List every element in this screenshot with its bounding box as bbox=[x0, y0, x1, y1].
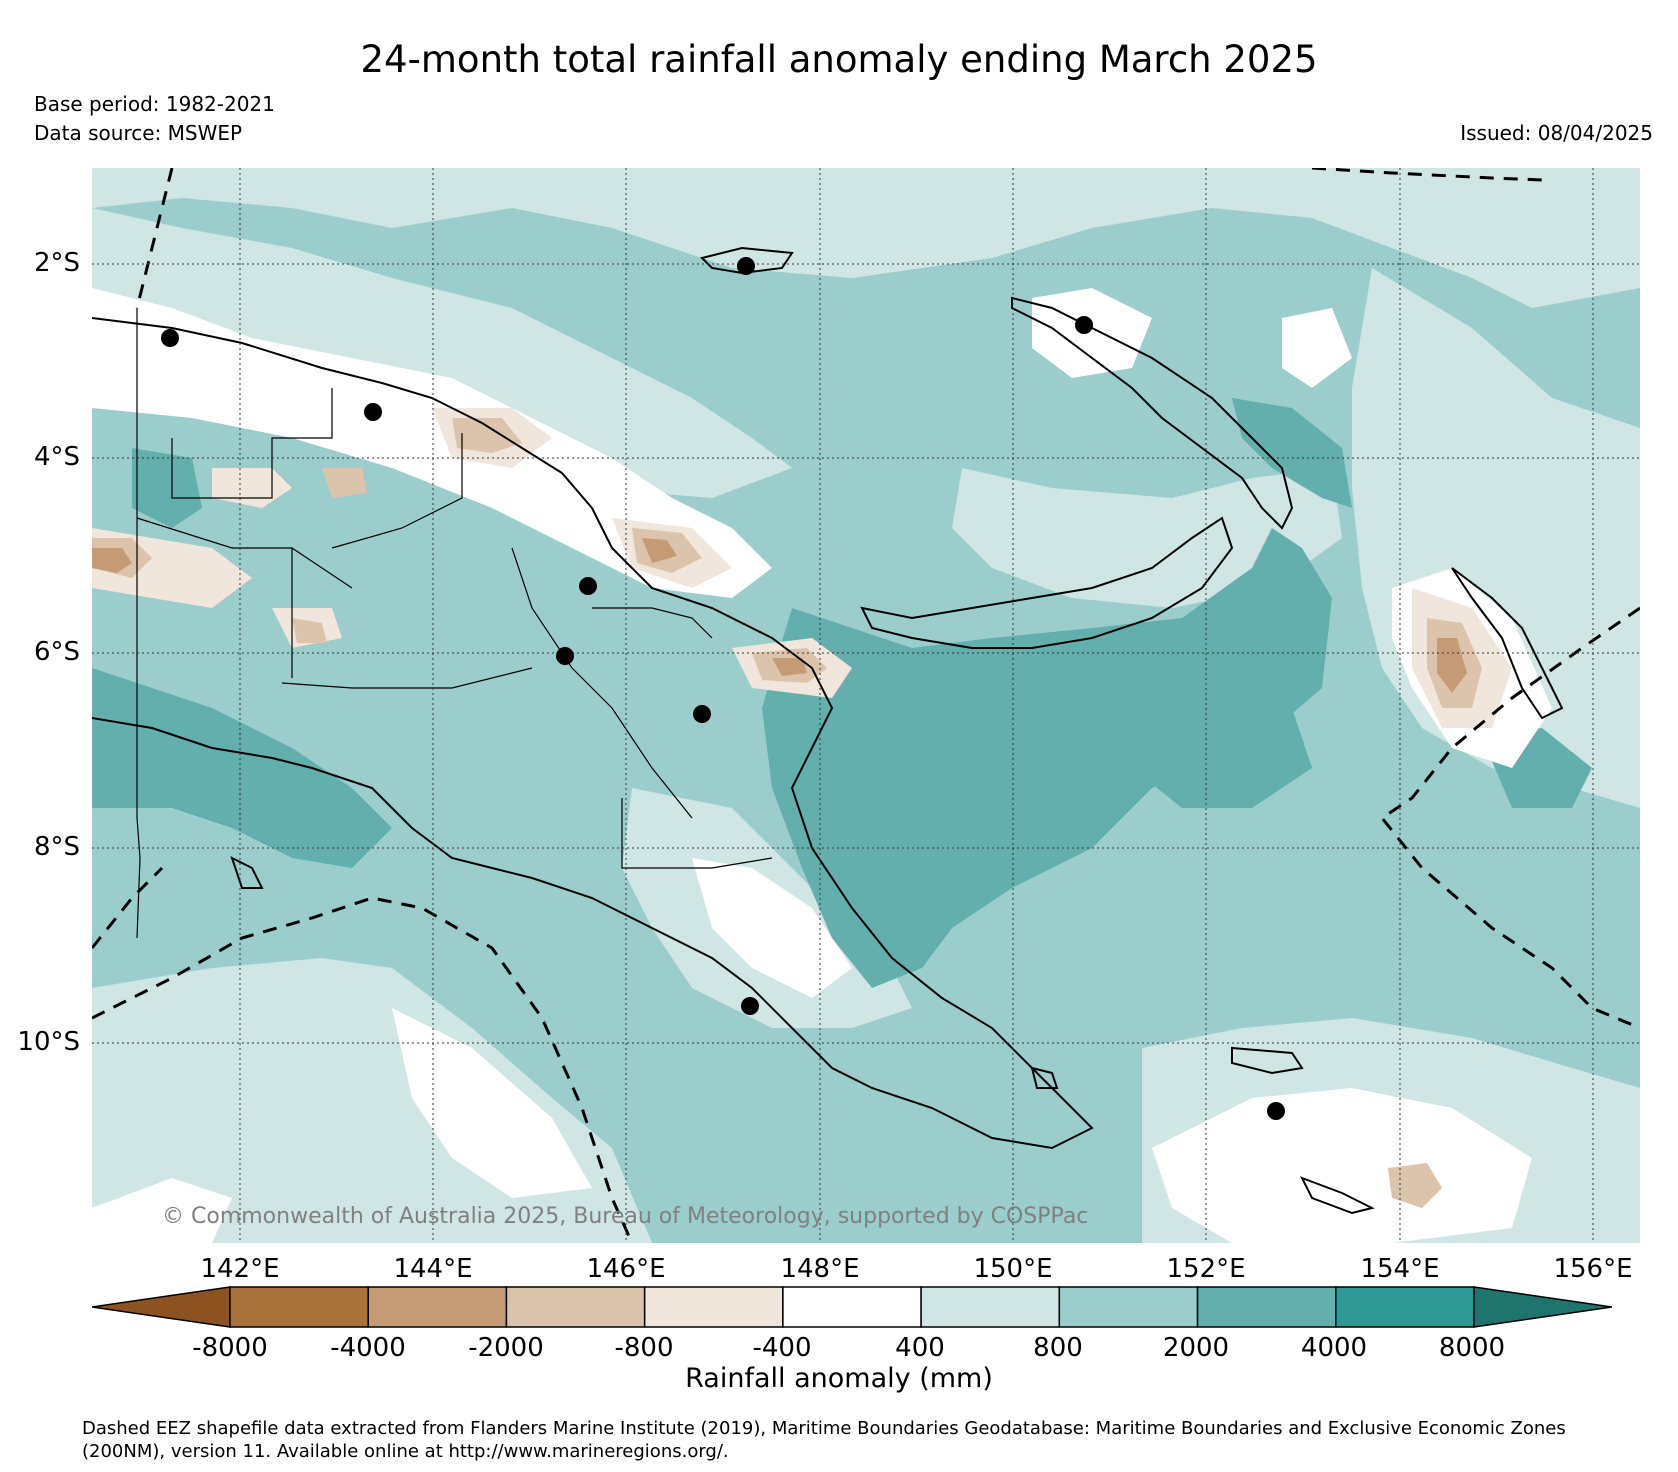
station-marker bbox=[556, 647, 574, 665]
colorbar-tick-label: 400 bbox=[895, 1333, 945, 1363]
station-marker bbox=[1075, 316, 1093, 334]
colorbar-tick-label: 800 bbox=[1033, 1333, 1083, 1363]
lon-label-148e: 148°E bbox=[780, 1254, 860, 1284]
station-marker bbox=[161, 329, 179, 347]
station-marker bbox=[579, 577, 597, 595]
colorbar-tick-label: 2000 bbox=[1162, 1333, 1230, 1363]
colorbar-bin bbox=[367, 1286, 508, 1328]
issued-date-label: Issued: 08/04/2025 bbox=[1460, 121, 1653, 145]
colorbar-bin bbox=[229, 1286, 369, 1328]
colorbar-bin bbox=[643, 1286, 784, 1328]
colorbar-tick-label: 4000 bbox=[1300, 1333, 1368, 1363]
lon-label-156e: 156°E bbox=[1553, 1254, 1633, 1284]
footnote-line-2: (200NM), version 11. Available online at… bbox=[82, 1441, 729, 1462]
anomaly-near-zero-regions bbox=[92, 288, 1552, 1243]
colorbar-tick-label: -2000 bbox=[468, 1333, 544, 1363]
colorbar-tick-label: -4000 bbox=[330, 1333, 406, 1363]
base-period-label: Base period: 1982-2021 bbox=[34, 92, 275, 116]
colorbar-bin bbox=[505, 1286, 646, 1328]
colorbar-bin bbox=[1058, 1286, 1199, 1328]
lon-label-150e: 150°E bbox=[973, 1254, 1053, 1284]
coastlines bbox=[92, 246, 1564, 1215]
colorbar-bin bbox=[92, 1286, 231, 1328]
data-source-label: Data source: MSWEP bbox=[34, 121, 243, 145]
colorbar-bin bbox=[1473, 1286, 1612, 1328]
copyright-notice: © Commonwealth of Australia 2025, Bureau… bbox=[162, 1204, 1089, 1229]
lon-label-146e: 146°E bbox=[586, 1254, 666, 1284]
colorbar-bin bbox=[1335, 1286, 1475, 1328]
lat-label-10s: 10°S bbox=[17, 1027, 80, 1057]
colorbar-tick-label: 8000 bbox=[1438, 1333, 1506, 1363]
lat-label-6s: 6°S bbox=[33, 637, 80, 667]
lat-label-4s: 4°S bbox=[33, 442, 80, 472]
lat-label-2s: 2°S bbox=[33, 248, 80, 278]
chart-title: 24-month total rainfall anomaly ending M… bbox=[360, 38, 1318, 81]
colorbar-bin bbox=[782, 1286, 922, 1328]
rainfall-anomaly-map bbox=[92, 168, 1640, 1243]
colorbar-tick-label: -800 bbox=[614, 1333, 674, 1363]
station-markers bbox=[161, 257, 1285, 1120]
graticule bbox=[92, 168, 1640, 1243]
station-marker bbox=[741, 997, 759, 1015]
station-marker bbox=[693, 705, 711, 723]
colorbar-tick-label: -400 bbox=[752, 1333, 812, 1363]
colorbar-tick-label: -8000 bbox=[192, 1333, 268, 1363]
lon-label-154e: 154°E bbox=[1360, 1254, 1440, 1284]
map-svg bbox=[92, 168, 1640, 1243]
lon-label-142e: 142°E bbox=[200, 1254, 280, 1284]
colorbar-bin bbox=[1196, 1286, 1337, 1328]
anomaly-2000-4000-regions bbox=[92, 398, 1592, 988]
colorbar-bins bbox=[92, 1286, 1612, 1328]
province-boundaries bbox=[136, 308, 773, 939]
footnote-line-1: Dashed EEZ shapefile data extracted from… bbox=[82, 1418, 1566, 1439]
footnote: Dashed EEZ shapefile data extracted from… bbox=[82, 1417, 1672, 1463]
colorbar-bin bbox=[920, 1286, 1061, 1328]
lon-label-152e: 152°E bbox=[1166, 1254, 1246, 1284]
anomaly-neg2000-4000-regions bbox=[92, 538, 1467, 693]
lat-label-8s: 8°S bbox=[33, 832, 80, 862]
station-marker bbox=[1267, 1102, 1285, 1120]
eez-boundaries bbox=[92, 168, 1640, 1243]
station-marker bbox=[737, 257, 755, 275]
colorbar-title: Rainfall anomaly (mm) bbox=[685, 1363, 993, 1394]
colorbar bbox=[92, 1286, 1612, 1328]
station-marker bbox=[364, 403, 382, 421]
lon-label-144e: 144°E bbox=[393, 1254, 473, 1284]
